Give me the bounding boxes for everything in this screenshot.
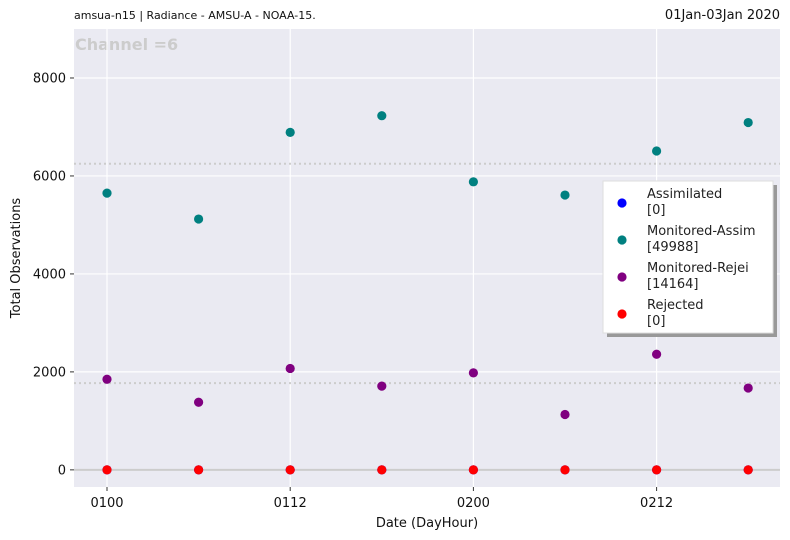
point-rejected [468,465,478,475]
point-monitored-rejei [285,363,295,374]
point-monitored-assim [743,117,753,128]
legend-count: [14164] [647,277,699,292]
legend-marker [617,235,627,245]
legend-label: Monitored-Assim [647,224,756,239]
point-monitored-assim [285,127,295,137]
legend-label: Assimilated [647,187,722,202]
point-monitored-assim [102,188,112,198]
x-tick-label: 0200 [457,496,490,511]
legend-marker [617,309,627,319]
point-monitored-assim [652,146,662,156]
legend-count: [0] [647,314,665,329]
legend-count: [49988] [647,240,699,255]
point-rejected [194,465,204,475]
legend-marker [617,272,627,282]
y-tick-label: 8000 [33,71,66,86]
point-monitored-assim [194,214,204,224]
point-monitored-rejei [652,349,662,359]
x-tick-label: 0112 [274,496,307,511]
legend-marker [617,198,627,208]
point-monitored-rejei [194,397,204,407]
point-monitored-rejei [743,383,753,393]
channel-watermark: Channel =6 [75,35,178,54]
legend-count: [0] [647,203,665,218]
point-rejected [377,465,387,475]
legend-label: Rejected [647,298,704,313]
y-tick-label: 6000 [33,169,66,184]
y-tick-label: 0 [58,463,66,478]
point-monitored-assim [560,190,570,200]
y-tick-label: 2000 [33,365,66,380]
y-tick-label: 4000 [33,267,66,282]
x-tick-label: 0100 [90,496,123,511]
point-monitored-rejei [102,374,112,384]
x-tick-label: 0212 [640,496,673,511]
point-rejected [285,465,295,475]
date-range: 01Jan-03Jan 2020 [664,8,780,23]
point-rejected [652,465,662,475]
chart-title: amsua-n15 | Radiance - AMSU-A - NOAA-15. [74,9,316,22]
point-rejected [560,465,570,475]
legend-box [602,180,774,334]
legend-label: Monitored-Rejei [647,261,749,276]
y-axis-label: Total Observations [9,198,24,320]
point-monitored-rejei [377,381,387,391]
point-monitored-rejei [560,409,570,420]
point-rejected [102,465,112,475]
point-monitored-rejei [468,368,478,378]
point-monitored-assim [468,177,478,187]
x-axis-label: Date (DayHour) [376,516,478,531]
point-rejected [743,465,753,475]
point-monitored-assim [377,111,387,121]
